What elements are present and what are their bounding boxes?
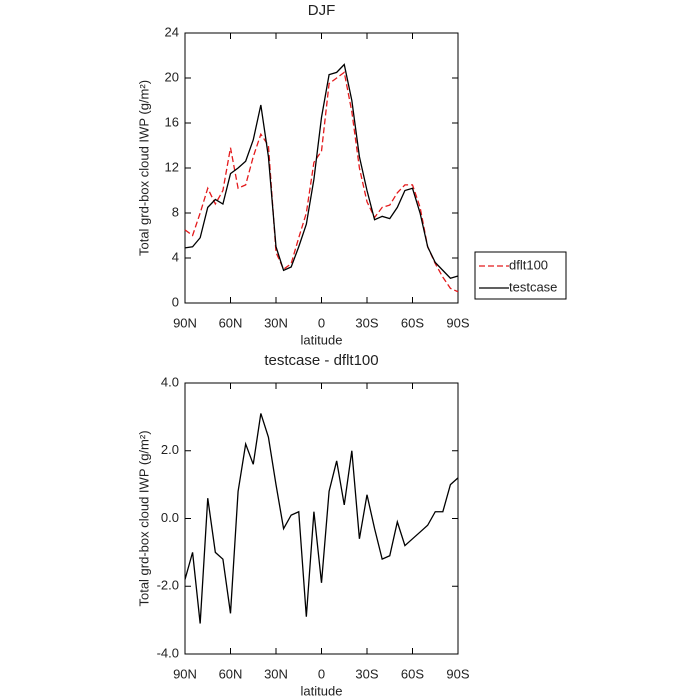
x-tick-label: 30S	[355, 315, 378, 330]
y-tick-label: 24	[165, 24, 179, 39]
x-tick-label: 60N	[219, 315, 243, 330]
y-tick-label: 16	[165, 114, 179, 129]
x-tick-label: 30S	[355, 666, 378, 681]
x-tick-label: 60N	[219, 666, 243, 681]
y-tick-label: -4.0	[157, 645, 179, 660]
x-tick-label: 0	[318, 666, 325, 681]
data-line	[184, 63, 459, 279]
plot-frame	[184, 32, 459, 304]
y-axis-label: Total grd-box cloud IWP (g/m²)	[136, 430, 151, 606]
x-tick-label: 60S	[401, 666, 424, 681]
x-tick-label: 0	[318, 315, 325, 330]
legend-label: dflt100	[509, 257, 548, 272]
y-tick-label: 0	[172, 294, 179, 309]
y-tick-label: 4.0	[161, 374, 179, 389]
y-tick-label: 8	[172, 204, 179, 219]
data-line	[184, 71, 459, 293]
x-tick-label: 90S	[446, 666, 469, 681]
y-tick-label: 2.0	[161, 442, 179, 457]
x-tick-label: 30N	[264, 666, 288, 681]
x-tick-label: 90S	[446, 315, 469, 330]
x-tick-label: 60S	[401, 315, 424, 330]
x-axis-label: latitude	[301, 332, 343, 347]
x-tick-label: 30N	[264, 315, 288, 330]
data-line	[184, 413, 459, 624]
y-axis-label: Total grd-box cloud IWP (g/m²)	[136, 80, 151, 256]
chart-title: testcase - dflt100	[264, 352, 378, 369]
chart-title: DJF	[308, 2, 336, 19]
x-axis-label: latitude	[301, 683, 343, 698]
y-tick-label: 0.0	[161, 510, 179, 525]
legend-label: testcase	[509, 279, 557, 294]
x-tick-label: 90N	[173, 315, 197, 330]
x-tick-label: 90N	[173, 666, 197, 681]
y-tick-label: 4	[172, 249, 179, 264]
y-tick-label: 12	[165, 159, 179, 174]
legend-box	[474, 251, 567, 300]
plot-frame	[184, 382, 459, 655]
y-tick-label: -2.0	[157, 578, 179, 593]
y-tick-label: 20	[165, 69, 179, 84]
